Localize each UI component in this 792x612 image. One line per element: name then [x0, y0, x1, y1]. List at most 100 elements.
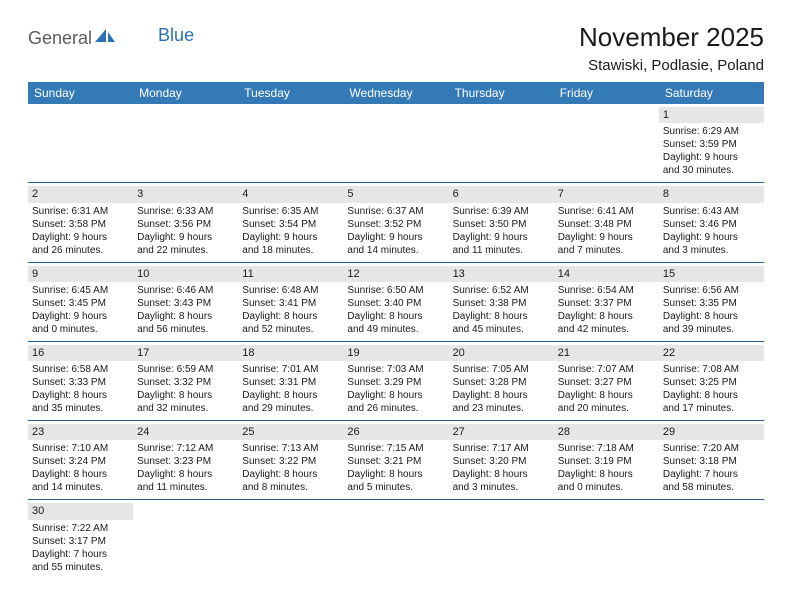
day-cell: 30 Sunrise: 7:22 AMSunset: 3:17 PMDayligh… — [28, 500, 133, 578]
day-number: 30 — [28, 503, 133, 519]
day-number: 29 — [659, 424, 764, 440]
daylight-line1: Daylight: 8 hours — [558, 389, 655, 402]
weekday-tuesday: Tuesday — [238, 86, 343, 100]
day-cell: 1Sunrise: 6:29 AMSunset: 3:59 PMDaylight… — [659, 104, 764, 182]
day-cell — [238, 500, 343, 578]
sunset-text: Sunset: 3:22 PM — [242, 455, 339, 468]
sunrise-text: Sunrise: 6:56 AM — [663, 284, 760, 297]
sunset-text: Sunset: 3:28 PM — [453, 376, 550, 389]
daylight-line1: Daylight: 7 hours — [32, 548, 129, 561]
day-cell: 8Sunrise: 6:43 AMSunset: 3:46 PMDaylight… — [659, 183, 764, 261]
day-number: 6 — [449, 186, 554, 202]
day-number: 28 — [554, 424, 659, 440]
day-cell: 9Sunrise: 6:45 AMSunset: 3:45 PMDaylight… — [28, 263, 133, 341]
daylight-line1: Daylight: 7 hours — [663, 468, 760, 481]
daylight-line2: and 23 minutes. — [453, 402, 550, 415]
sunset-text: Sunset: 3:27 PM — [558, 376, 655, 389]
daylight-line1: Daylight: 9 hours — [663, 151, 760, 164]
sunrise-text: Sunrise: 7:10 AM — [32, 442, 129, 455]
daylight-line1: Daylight: 9 hours — [32, 231, 129, 244]
sunrise-text: Sunrise: 7:13 AM — [242, 442, 339, 455]
day-cell — [554, 104, 659, 182]
day-cell: 27Sunrise: 7:17 AMSunset: 3:20 PMDayligh… — [449, 421, 554, 499]
sunrise-text: Sunrise: 7:22 AM — [32, 522, 129, 535]
sunrise-text: Sunrise: 6:41 AM — [558, 205, 655, 218]
weekday-thursday: Thursday — [449, 86, 554, 100]
daylight-line2: and 8 minutes. — [242, 481, 339, 494]
daylight-line1: Daylight: 8 hours — [347, 468, 444, 481]
weekday-monday: Monday — [133, 86, 238, 100]
sunset-text: Sunset: 3:38 PM — [453, 297, 550, 310]
daylight-line1: Daylight: 8 hours — [32, 389, 129, 402]
weekday-wednesday: Wednesday — [343, 86, 448, 100]
day-number: 10 — [133, 266, 238, 282]
daylight-line2: and 14 minutes. — [32, 481, 129, 494]
day-cell: 2Sunrise: 6:31 AMSunset: 3:58 PMDaylight… — [28, 183, 133, 261]
day-cell — [133, 104, 238, 182]
daylight-line2: and 49 minutes. — [347, 323, 444, 336]
sunset-text: Sunset: 3:41 PM — [242, 297, 339, 310]
day-cell: 7Sunrise: 6:41 AMSunset: 3:48 PMDaylight… — [554, 183, 659, 261]
sunset-text: Sunset: 3:29 PM — [347, 376, 444, 389]
day-number: 11 — [238, 266, 343, 282]
sunset-text: Sunset: 3:19 PM — [558, 455, 655, 468]
daylight-line1: Daylight: 8 hours — [137, 310, 234, 323]
sunset-text: Sunset: 3:20 PM — [453, 455, 550, 468]
daylight-line2: and 14 minutes. — [347, 244, 444, 257]
sunrise-text: Sunrise: 7:03 AM — [347, 363, 444, 376]
daylight-line1: Daylight: 9 hours — [558, 231, 655, 244]
daylight-line1: Daylight: 8 hours — [347, 389, 444, 402]
day-cell — [554, 500, 659, 578]
sunset-text: Sunset: 3:45 PM — [32, 297, 129, 310]
day-number: 26 — [343, 424, 448, 440]
sunrise-text: Sunrise: 7:12 AM — [137, 442, 234, 455]
day-number: 19 — [343, 345, 448, 361]
daylight-line2: and 22 minutes. — [137, 244, 234, 257]
daylight-line2: and 52 minutes. — [242, 323, 339, 336]
sunrise-text: Sunrise: 6:45 AM — [32, 284, 129, 297]
daylight-line1: Daylight: 8 hours — [453, 468, 550, 481]
sunrise-text: Sunrise: 6:37 AM — [347, 205, 444, 218]
daylight-line2: and 42 minutes. — [558, 323, 655, 336]
location: Stawiski, Podlasie, Poland — [579, 57, 764, 74]
sunrise-text: Sunrise: 6:35 AM — [242, 205, 339, 218]
sunrise-text: Sunrise: 6:54 AM — [558, 284, 655, 297]
daylight-line2: and 5 minutes. — [347, 481, 444, 494]
day-cell — [659, 500, 764, 578]
daylight-line1: Daylight: 8 hours — [242, 389, 339, 402]
sunrise-text: Sunrise: 6:50 AM — [347, 284, 444, 297]
daylight-line1: Daylight: 8 hours — [558, 468, 655, 481]
sunrise-text: Sunrise: 7:18 AM — [558, 442, 655, 455]
sunset-text: Sunset: 3:32 PM — [137, 376, 234, 389]
week-row: 2Sunrise: 6:31 AMSunset: 3:58 PMDaylight… — [28, 183, 764, 262]
day-cell: 17Sunrise: 6:59 AMSunset: 3:32 PMDayligh… — [133, 342, 238, 420]
day-number: 14 — [554, 266, 659, 282]
sunrise-text: Sunrise: 6:48 AM — [242, 284, 339, 297]
day-cell: 15Sunrise: 6:56 AMSunset: 3:35 PMDayligh… — [659, 263, 764, 341]
calendar-body: 1Sunrise: 6:29 AMSunset: 3:59 PMDaylight… — [28, 104, 764, 579]
daylight-line1: Daylight: 9 hours — [137, 231, 234, 244]
sunrise-text: Sunrise: 7:05 AM — [453, 363, 550, 376]
sunrise-text: Sunrise: 6:29 AM — [663, 125, 760, 138]
sunset-text: Sunset: 3:17 PM — [32, 535, 129, 548]
sunset-text: Sunset: 3:59 PM — [663, 138, 760, 151]
day-number: 4 — [238, 186, 343, 202]
day-number: 24 — [133, 424, 238, 440]
day-number: 17 — [133, 345, 238, 361]
day-number: 2 — [28, 186, 133, 202]
day-cell — [449, 500, 554, 578]
daylight-line2: and 56 minutes. — [137, 323, 234, 336]
daylight-line2: and 39 minutes. — [663, 323, 760, 336]
day-cell: 5Sunrise: 6:37 AMSunset: 3:52 PMDaylight… — [343, 183, 448, 261]
daylight-line2: and 35 minutes. — [32, 402, 129, 415]
week-row: 16Sunrise: 6:58 AMSunset: 3:33 PMDayligh… — [28, 342, 764, 421]
daylight-line2: and 58 minutes. — [663, 481, 760, 494]
day-cell: 16Sunrise: 6:58 AMSunset: 3:33 PMDayligh… — [28, 342, 133, 420]
sunrise-text: Sunrise: 6:46 AM — [137, 284, 234, 297]
sunset-text: Sunset: 3:52 PM — [347, 218, 444, 231]
day-cell: 12Sunrise: 6:50 AMSunset: 3:40 PMDayligh… — [343, 263, 448, 341]
day-number: 22 — [659, 345, 764, 361]
day-cell: 19 Sunrise: 7:03 AMSunset: 3:29 PMDayligh… — [343, 342, 448, 420]
day-number: 15 — [659, 266, 764, 282]
day-cell: 28 Sunrise: 7:18 AMSunset: 3:19 PMDayligh… — [554, 421, 659, 499]
